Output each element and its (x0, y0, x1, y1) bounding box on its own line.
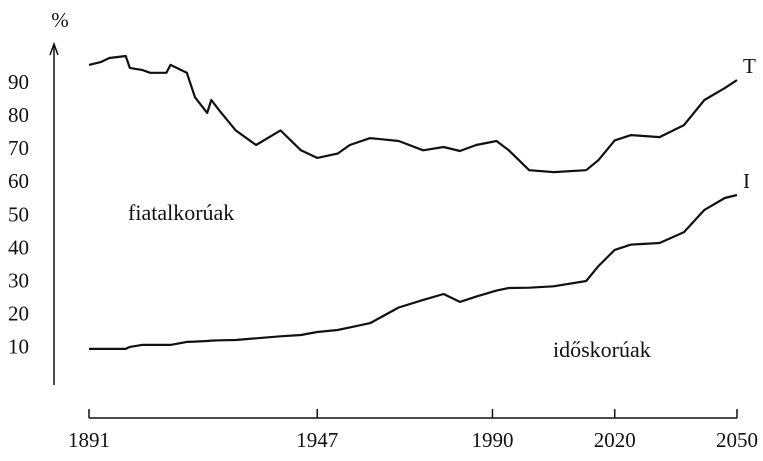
x-tick-label: 2050 (716, 428, 758, 452)
y-tick-label: 10 (8, 335, 29, 359)
x-tick-label: 1990 (471, 428, 513, 452)
x-tick-label: 2020 (594, 428, 636, 452)
y-tick-label: 50 (8, 202, 29, 226)
y-axis-label: % (51, 8, 69, 32)
y-tick-label: 70 (8, 136, 29, 160)
annotation: időskorúak (553, 337, 651, 362)
y-tick-label: 30 (8, 269, 29, 293)
annotation: fiatalkorúak (128, 200, 234, 225)
x-tick-label: 1947 (296, 428, 338, 452)
y-tick-label: 60 (8, 169, 29, 193)
y-axis-arrow (49, 41, 59, 56)
y-tick-label: 80 (8, 103, 29, 127)
y-tick-label: 20 (8, 302, 29, 326)
series-label: I (743, 169, 750, 193)
y-tick-label: 40 (8, 235, 29, 259)
x-tick-label: 1891 (68, 428, 110, 452)
series-line (88, 54, 738, 174)
y-tick-label: 90 (8, 70, 29, 94)
series-label: T (743, 54, 756, 78)
series-line (89, 193, 738, 350)
